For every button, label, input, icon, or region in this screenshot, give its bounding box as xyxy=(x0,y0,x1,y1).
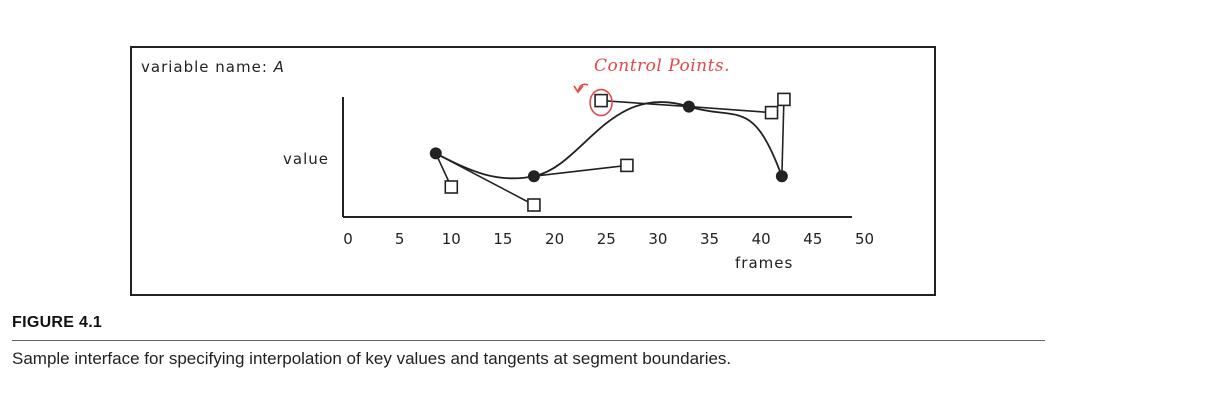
key-points[interactable] xyxy=(429,100,788,183)
control-point-handle[interactable] xyxy=(764,105,779,120)
caption-divider xyxy=(12,340,1045,341)
control-point-handle[interactable] xyxy=(527,198,541,212)
tangent-lines xyxy=(435,99,785,206)
tangent-line xyxy=(688,105,772,114)
tangent-line xyxy=(533,164,628,177)
control-point-handle[interactable] xyxy=(620,158,634,173)
x-tick-label: 25 xyxy=(597,230,616,248)
interface-panel xyxy=(130,46,936,296)
control-point-handles[interactable] xyxy=(444,92,791,212)
key-point[interactable] xyxy=(527,170,540,183)
x-tick-label: 5 xyxy=(395,230,405,248)
figure-label: FIGURE 4.1 xyxy=(12,314,103,331)
x-tick-label: 0 xyxy=(343,230,353,248)
x-tick-labels: 0 5 10 15 20 25 30 35 40 45 50 xyxy=(343,230,874,248)
control-point-handle[interactable] xyxy=(444,180,459,194)
tangent-line xyxy=(781,99,785,177)
interpolation-curve xyxy=(435,101,783,180)
variable-label-text: variable name: xyxy=(141,58,268,76)
x-tick-label: 20 xyxy=(545,230,564,248)
figure-caption: Sample interface for specifying interpol… xyxy=(12,349,732,368)
x-tick-label: 50 xyxy=(855,230,874,248)
control-point-handle[interactable] xyxy=(594,93,608,108)
key-point[interactable] xyxy=(429,147,442,160)
x-tick-label: 45 xyxy=(803,230,822,248)
x-tick-label: 10 xyxy=(442,230,461,248)
control-point-highlight-circle xyxy=(589,88,613,117)
x-tick-label: 40 xyxy=(752,230,771,248)
variable-name-label: variable name: A xyxy=(141,58,285,76)
control-point-handle[interactable] xyxy=(777,92,791,107)
x-tick-label: 35 xyxy=(700,230,719,248)
control-points-annotation: Control Points. xyxy=(594,56,731,76)
key-point[interactable] xyxy=(775,170,788,183)
x-tick-label: 30 xyxy=(648,230,667,248)
x-axis-label: frames xyxy=(735,254,794,272)
key-point[interactable] xyxy=(682,100,695,113)
annotation-arrow xyxy=(573,83,589,94)
y-axis-label: value xyxy=(283,150,329,168)
variable-value[interactable]: A xyxy=(273,58,285,76)
x-tick-label: 15 xyxy=(493,230,512,248)
